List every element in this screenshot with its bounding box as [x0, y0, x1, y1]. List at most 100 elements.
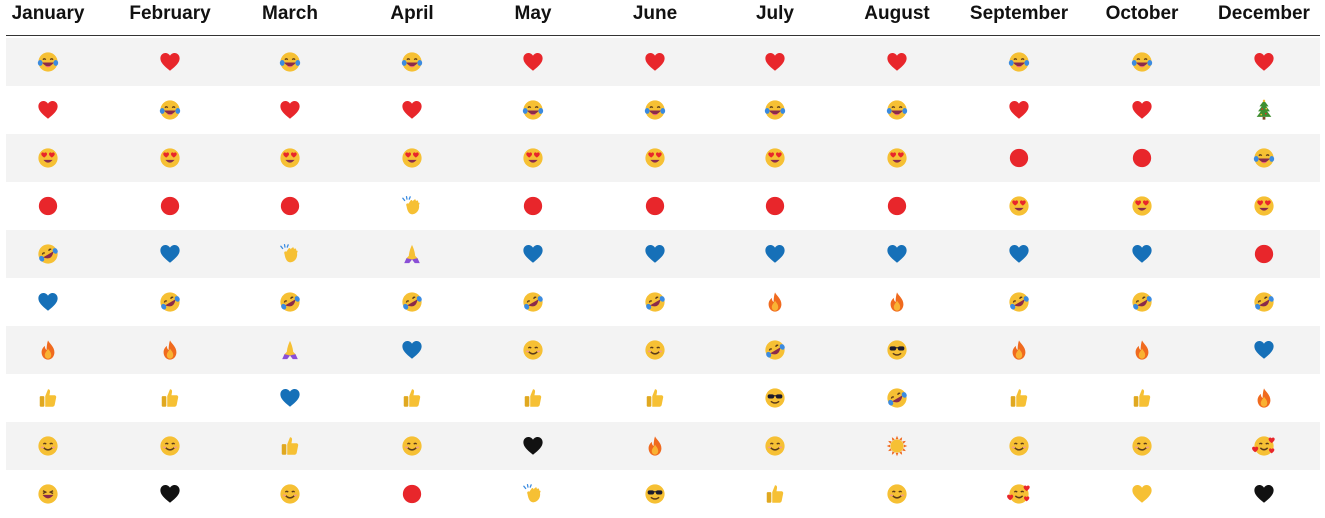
fire-icon — [1122, 326, 1162, 374]
heart-eyes-icon — [999, 182, 1039, 230]
heart-eyes-icon — [513, 134, 553, 182]
smiling-face-icon — [999, 422, 1039, 470]
thumbs-up-icon — [150, 374, 190, 422]
laughing-tears-icon — [270, 38, 310, 86]
table-row — [6, 326, 1320, 374]
rofl-icon — [28, 230, 68, 278]
thumbs-up-icon — [270, 422, 310, 470]
table-row — [6, 86, 1320, 134]
thumbs-up-icon — [1122, 374, 1162, 422]
smiling-face-icon — [392, 422, 432, 470]
red-heart-icon — [635, 38, 675, 86]
red-heart-icon — [1244, 38, 1284, 86]
heart-eyes-icon — [1122, 182, 1162, 230]
heart-eyes-icon — [270, 134, 310, 182]
blue-heart-icon — [755, 230, 795, 278]
smiling-face-icon — [513, 326, 553, 374]
smiling-face-icon — [755, 422, 795, 470]
laughing-tears-icon — [392, 38, 432, 86]
red-circle-icon — [755, 182, 795, 230]
laughing-tears-icon — [755, 86, 795, 134]
thumbs-up-icon — [392, 374, 432, 422]
laughing-tears-icon — [999, 38, 1039, 86]
thumbs-up-icon — [635, 374, 675, 422]
red-heart-icon — [392, 86, 432, 134]
heart-eyes-icon — [392, 134, 432, 182]
column-header-april: April — [390, 3, 434, 24]
fire-icon — [635, 422, 675, 470]
blue-heart-icon — [877, 230, 917, 278]
folded-hands-icon — [392, 230, 432, 278]
heart-eyes-icon — [877, 134, 917, 182]
heart-eyes-icon — [1244, 182, 1284, 230]
table-row — [6, 422, 1320, 470]
column-header-august: August — [864, 3, 930, 24]
rofl-icon — [1244, 278, 1284, 326]
column-header-may: May — [514, 3, 552, 24]
laughing-tears-icon — [28, 38, 68, 86]
header-rule — [6, 35, 1320, 36]
rofl-icon — [270, 278, 310, 326]
laughing-tears-icon — [877, 86, 917, 134]
header-row: January February March April May June July Augu… — [0, 0, 1325, 34]
blue-heart-icon — [635, 230, 675, 278]
red-circle-icon — [999, 134, 1039, 182]
sunglasses-face-icon — [877, 326, 917, 374]
red-circle-icon — [1244, 230, 1284, 278]
smiling-face-icon — [270, 470, 310, 518]
black-heart-icon — [1244, 470, 1284, 518]
blue-heart-icon — [1122, 230, 1162, 278]
laughing-tears-icon — [1244, 134, 1284, 182]
sunglasses-face-icon — [755, 374, 795, 422]
heart-eyes-icon — [28, 134, 68, 182]
emoji-month-table: January February March April May June July Augu… — [0, 0, 1325, 504]
rofl-icon — [1122, 278, 1162, 326]
fire-icon — [755, 278, 795, 326]
fire-icon — [877, 278, 917, 326]
laughing-tears-icon — [1122, 38, 1162, 86]
red-circle-icon — [635, 182, 675, 230]
column-header-june: June — [632, 3, 678, 24]
laughing-tears-icon — [513, 86, 553, 134]
column-header-september: September — [969, 3, 1069, 24]
red-circle-icon — [270, 182, 310, 230]
smiling-face-icon — [635, 326, 675, 374]
fire-icon — [1244, 374, 1284, 422]
thumbs-up-icon — [28, 374, 68, 422]
blue-heart-icon — [270, 374, 310, 422]
smiling-hearts-icon — [999, 470, 1039, 518]
fire-icon — [28, 326, 68, 374]
smiling-face-icon — [150, 422, 190, 470]
smiling-face-icon — [28, 422, 68, 470]
clapping-hands-icon — [270, 230, 310, 278]
column-header-january: January — [11, 3, 85, 24]
sunglasses-face-icon — [635, 470, 675, 518]
red-heart-icon — [1122, 86, 1162, 134]
fire-icon — [150, 326, 190, 374]
thumbs-up-icon — [513, 374, 553, 422]
rofl-icon — [755, 326, 795, 374]
heart-eyes-icon — [635, 134, 675, 182]
black-heart-icon — [513, 422, 553, 470]
red-heart-icon — [999, 86, 1039, 134]
red-circle-icon — [877, 182, 917, 230]
table-row — [6, 230, 1320, 278]
red-circle-icon — [1122, 134, 1162, 182]
table-row — [6, 470, 1320, 518]
thumbs-up-icon — [999, 374, 1039, 422]
table-row — [6, 278, 1320, 326]
red-heart-icon — [28, 86, 68, 134]
blue-heart-icon — [999, 230, 1039, 278]
grinning-squint-icon — [28, 470, 68, 518]
sun-icon — [877, 422, 917, 470]
thumbs-up-icon — [755, 470, 795, 518]
red-heart-icon — [270, 86, 310, 134]
red-circle-icon — [392, 470, 432, 518]
black-heart-icon — [150, 470, 190, 518]
table-row — [6, 134, 1320, 182]
red-heart-icon — [755, 38, 795, 86]
clapping-hands-icon — [513, 470, 553, 518]
fire-icon — [999, 326, 1039, 374]
laughing-tears-icon — [635, 86, 675, 134]
heart-eyes-icon — [150, 134, 190, 182]
